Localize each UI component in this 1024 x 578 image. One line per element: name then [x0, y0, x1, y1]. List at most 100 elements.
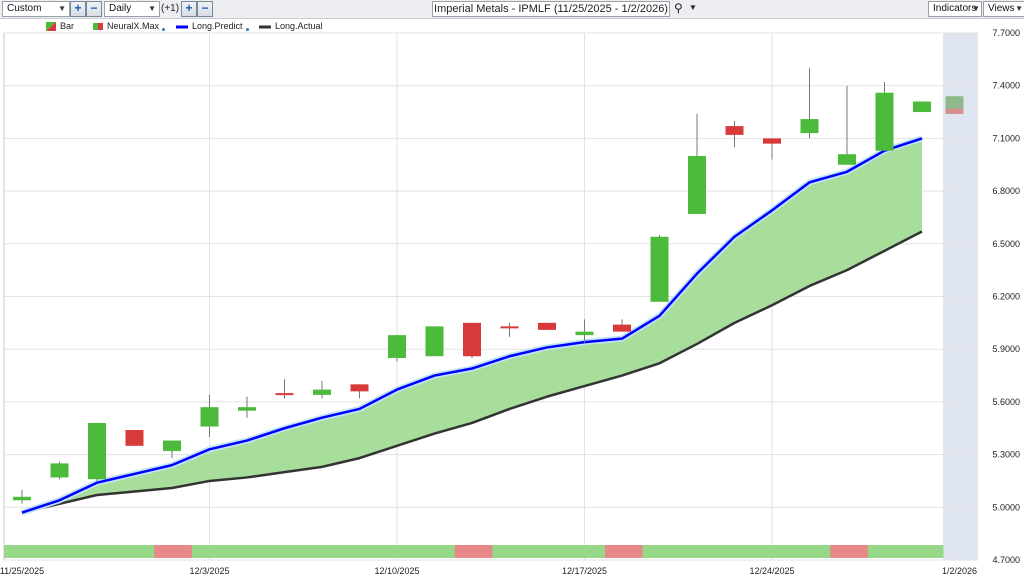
- zoom-in-button[interactable]: +: [70, 1, 86, 17]
- candle-body: [350, 384, 369, 392]
- candle-body: [200, 407, 219, 427]
- plot-area: [3, 32, 978, 561]
- signal-band-cell: [379, 545, 418, 558]
- signal-band-cell: [717, 545, 756, 558]
- zoom-out-button[interactable]: −: [86, 1, 102, 17]
- candle-body: [800, 119, 819, 134]
- legend-item-long-predict[interactable]: Long.Predict: [176, 21, 249, 32]
- legend-label: NeuralX.Max: [107, 21, 160, 31]
- candle-body: [500, 326, 519, 329]
- legend-label: Bar: [60, 21, 75, 31]
- chevron-down-icon: ▼: [148, 4, 156, 13]
- long-predict-line: [21, 137, 923, 514]
- candle-body: [763, 138, 781, 144]
- candle-body: [463, 322, 481, 357]
- candle-body: [313, 389, 331, 395]
- symbol-title[interactable]: Imperial Metals - IPMLF (11/25/2025 - 1/…: [432, 1, 670, 17]
- x-tick-label: 12/3/2025: [189, 566, 229, 576]
- signal-band-cell: [867, 545, 906, 558]
- legend-item-neuralx[interactable]: NeuralX.Max: [93, 21, 166, 32]
- signal-band-cell: [266, 545, 305, 558]
- y-tick-label: 6.8000: [992, 186, 1020, 196]
- chevron-down-icon[interactable]: ▼: [689, 3, 697, 12]
- signal-band-cell: [755, 545, 794, 558]
- signal-band-cell: [41, 545, 80, 558]
- signal-band-cell: [529, 545, 568, 558]
- views-label: Views: [988, 3, 1015, 14]
- candle-body: [613, 324, 631, 332]
- candle-body: [425, 326, 444, 357]
- signal-band-cell: [642, 545, 681, 558]
- signal-band-cell: [229, 545, 268, 558]
- long-predict-glow: [21, 135, 923, 516]
- candle-body: [388, 335, 406, 358]
- search-icon[interactable]: ⚲: [674, 1, 683, 15]
- offset-minus-button[interactable]: −: [197, 1, 213, 17]
- x-tick-label: 12/10/2025: [374, 566, 419, 576]
- line-swatch-icon: [259, 25, 271, 29]
- y-tick-label: 6.5000: [992, 239, 1020, 249]
- candle-body: [163, 440, 181, 452]
- toolbar: Custom ▼ + − Daily ▼ (+1) + − Imperial M…: [0, 0, 1024, 19]
- spread-fill: [22, 138, 922, 513]
- y-tick-label: 5.6000: [992, 397, 1020, 407]
- signal-band-cell: [830, 545, 869, 558]
- views-button[interactable]: Views ▼: [983, 1, 1024, 17]
- interval-select[interactable]: Daily ▼: [104, 1, 160, 17]
- candle-body: [650, 236, 669, 302]
- signal-band-cell: [680, 545, 719, 558]
- offset-label: (+1): [161, 3, 180, 14]
- settings-dot-icon: [245, 28, 249, 32]
- candle-body: [238, 407, 256, 411]
- candle-body: [125, 430, 144, 446]
- chevron-down-icon: ▼: [58, 4, 66, 13]
- offset-plus-button[interactable]: +: [181, 1, 197, 17]
- signal-band-cell: [304, 545, 343, 558]
- chevron-down-icon: ▼: [972, 4, 980, 13]
- line-swatch-icon: [176, 25, 188, 29]
- signal-band-cell: [905, 545, 944, 558]
- candle-body: [13, 496, 31, 501]
- candle-body: [688, 155, 706, 214]
- y-tick-label: 7.1000: [992, 133, 1020, 143]
- candle-body: [88, 422, 106, 480]
- indicators-label: Indicators: [933, 3, 977, 14]
- x-tick-label: 11/25/2025: [0, 566, 44, 576]
- y-tick-label: 7.7000: [992, 28, 1020, 38]
- x-tick-label: 1/2/2026: [942, 566, 977, 576]
- y-tick-label: 4.7000: [992, 555, 1020, 565]
- signal-band-cell: [342, 545, 381, 558]
- candle-body: [725, 126, 744, 135]
- chevron-down-icon: ▼: [1015, 4, 1023, 13]
- signal-band-cell: [792, 545, 831, 558]
- future-region: [943, 33, 977, 560]
- period-select[interactable]: Custom ▼: [2, 1, 70, 17]
- indicators-button[interactable]: Indicators ▼: [928, 1, 982, 17]
- interval-select-value: Daily: [109, 3, 132, 14]
- bar-icon: [46, 22, 56, 32]
- signal-band-cell: [191, 545, 230, 558]
- settings-dot-icon: [162, 28, 166, 32]
- signal-band-cell: [492, 545, 531, 558]
- signal-band-cell: [567, 545, 606, 558]
- legend-item-bar[interactable]: Bar: [46, 21, 75, 32]
- signal-band-cell: [604, 545, 644, 558]
- candle-body: [838, 154, 856, 165]
- candle-body: [913, 101, 931, 113]
- long-actual-line: [21, 230, 923, 514]
- candle-body: [50, 463, 69, 478]
- y-tick-label: 5.3000: [992, 450, 1020, 460]
- legend-item-long-actual[interactable]: Long.Actual: [259, 21, 323, 31]
- candle-body: [875, 92, 894, 151]
- signal-band-cell: [154, 545, 193, 558]
- period-select-value: Custom: [7, 3, 42, 14]
- signal-band-cell: [116, 545, 155, 558]
- candle-body: [575, 331, 594, 336]
- y-tick-label: 7.4000: [992, 81, 1020, 91]
- candle-body: [538, 322, 556, 330]
- neuralx-icon: [93, 23, 103, 31]
- y-tick-label: 6.2000: [992, 292, 1020, 302]
- candle-body: [945, 96, 964, 114]
- signal-band-cell: [4, 545, 43, 558]
